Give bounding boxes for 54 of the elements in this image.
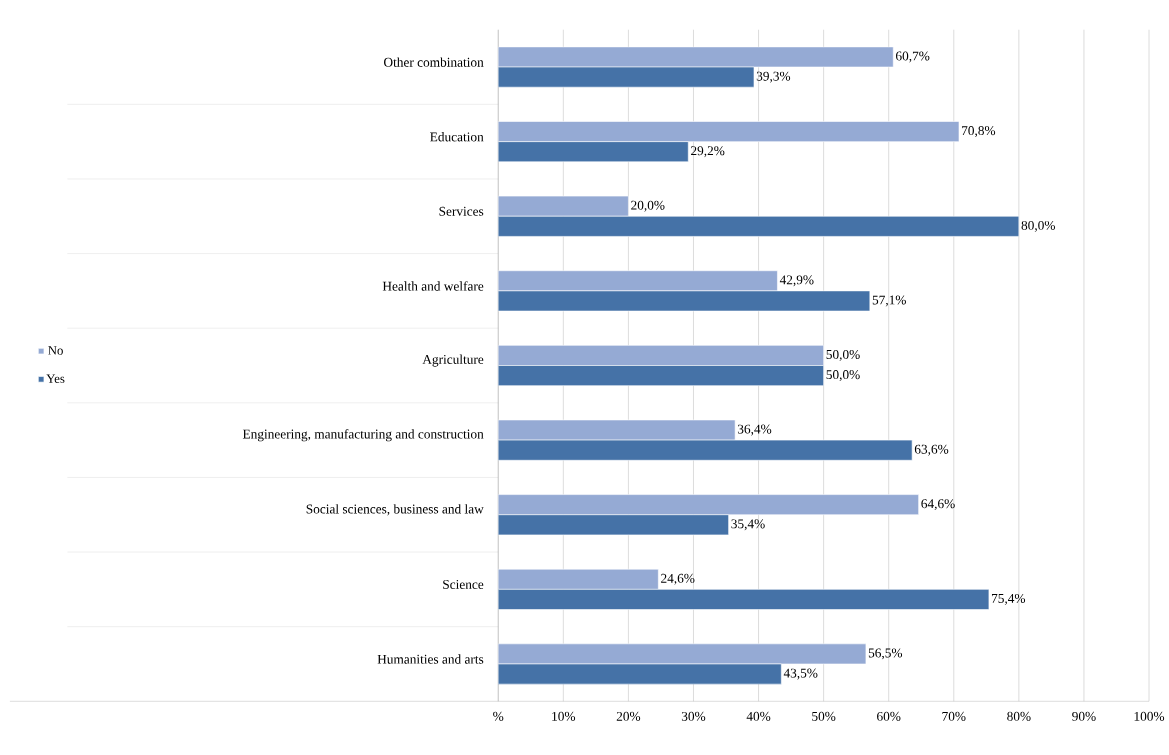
data-label: 24,6% bbox=[661, 573, 695, 585]
x-tick-label: 60% bbox=[877, 711, 901, 721]
bar bbox=[498, 643, 867, 665]
bar bbox=[498, 589, 990, 610]
x-tick-label: 90% bbox=[1072, 711, 1096, 721]
data-label: 60,7% bbox=[896, 51, 930, 63]
y-tick-label: Agriculture bbox=[422, 354, 484, 367]
legend-label: Yes bbox=[46, 374, 65, 384]
data-label: 50,0% bbox=[826, 350, 860, 361]
bar bbox=[498, 439, 913, 461]
data-label: 35,4% bbox=[731, 519, 765, 531]
y-tick-label: Health and welfare bbox=[382, 281, 484, 291]
data-label: 39,3% bbox=[756, 71, 791, 83]
y-tick-label: Social sciences, business and law bbox=[306, 504, 484, 516]
x-tick-label: 70% bbox=[942, 711, 966, 721]
bar bbox=[498, 66, 755, 88]
y-tick-label: Services bbox=[439, 206, 484, 216]
bar bbox=[498, 514, 729, 536]
x-tick-label: 40% bbox=[746, 711, 771, 721]
x-tick-label: 100% bbox=[1134, 711, 1165, 721]
data-label: 50,0% bbox=[826, 370, 860, 382]
data-label: 80,0% bbox=[1021, 220, 1055, 232]
data-label: 20,0% bbox=[631, 200, 665, 212]
bar bbox=[498, 270, 778, 292]
data-label: 36,4% bbox=[737, 424, 772, 436]
data-label: 57,1% bbox=[872, 295, 906, 307]
x-tick-label: 30% bbox=[681, 711, 706, 721]
y-tick-label: Humanities and arts bbox=[377, 654, 484, 664]
bar bbox=[498, 569, 659, 590]
bar bbox=[498, 195, 629, 217]
bar bbox=[498, 121, 960, 143]
y-tick-label: Engineering, manufacturing and construction bbox=[242, 429, 484, 442]
bar bbox=[498, 216, 1020, 237]
data-label: 70,8% bbox=[962, 126, 996, 138]
y-tick-label: Science bbox=[443, 580, 484, 590]
x-tick-label: % bbox=[493, 711, 504, 721]
data-label: 43,5% bbox=[783, 668, 818, 680]
legend-label: No bbox=[48, 346, 63, 355]
x-tick-label: 80% bbox=[1007, 711, 1031, 721]
bar bbox=[498, 494, 919, 516]
y-tick-label: Education bbox=[430, 132, 484, 142]
x-tick-label: 50% bbox=[812, 711, 836, 721]
data-label: 75,4% bbox=[991, 594, 1026, 605]
bar bbox=[498, 345, 824, 366]
data-label: 29,2% bbox=[691, 146, 725, 158]
bar bbox=[498, 141, 689, 163]
x-tick-label: 10% bbox=[552, 711, 576, 721]
data-label: 64,6% bbox=[921, 499, 955, 511]
x-tick-label: 20% bbox=[616, 711, 641, 721]
data-label: 42,9% bbox=[779, 275, 814, 287]
y-tick-label: Other combination bbox=[384, 57, 484, 67]
data-label: 63,6% bbox=[914, 444, 949, 456]
data-label: 56,5% bbox=[868, 648, 903, 660]
bar bbox=[498, 365, 824, 387]
